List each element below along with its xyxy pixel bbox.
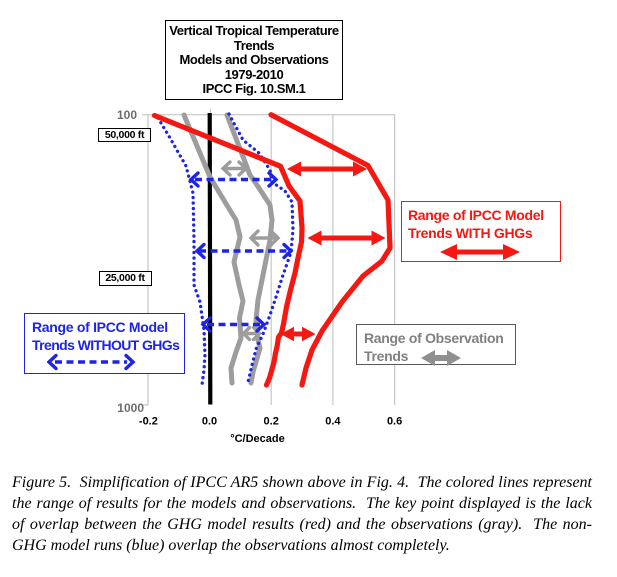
svg-text:°C/Decade: °C/Decade: [230, 433, 285, 445]
svg-text:100: 100: [117, 108, 137, 122]
svg-text:0.0: 0.0: [202, 416, 217, 428]
svg-text:0.4: 0.4: [325, 416, 341, 428]
svg-text:1000: 1000: [117, 401, 144, 415]
svg-text:0.2: 0.2: [264, 416, 279, 428]
svg-text:0.6: 0.6: [387, 416, 402, 428]
svg-text:-0.2: -0.2: [139, 416, 158, 428]
